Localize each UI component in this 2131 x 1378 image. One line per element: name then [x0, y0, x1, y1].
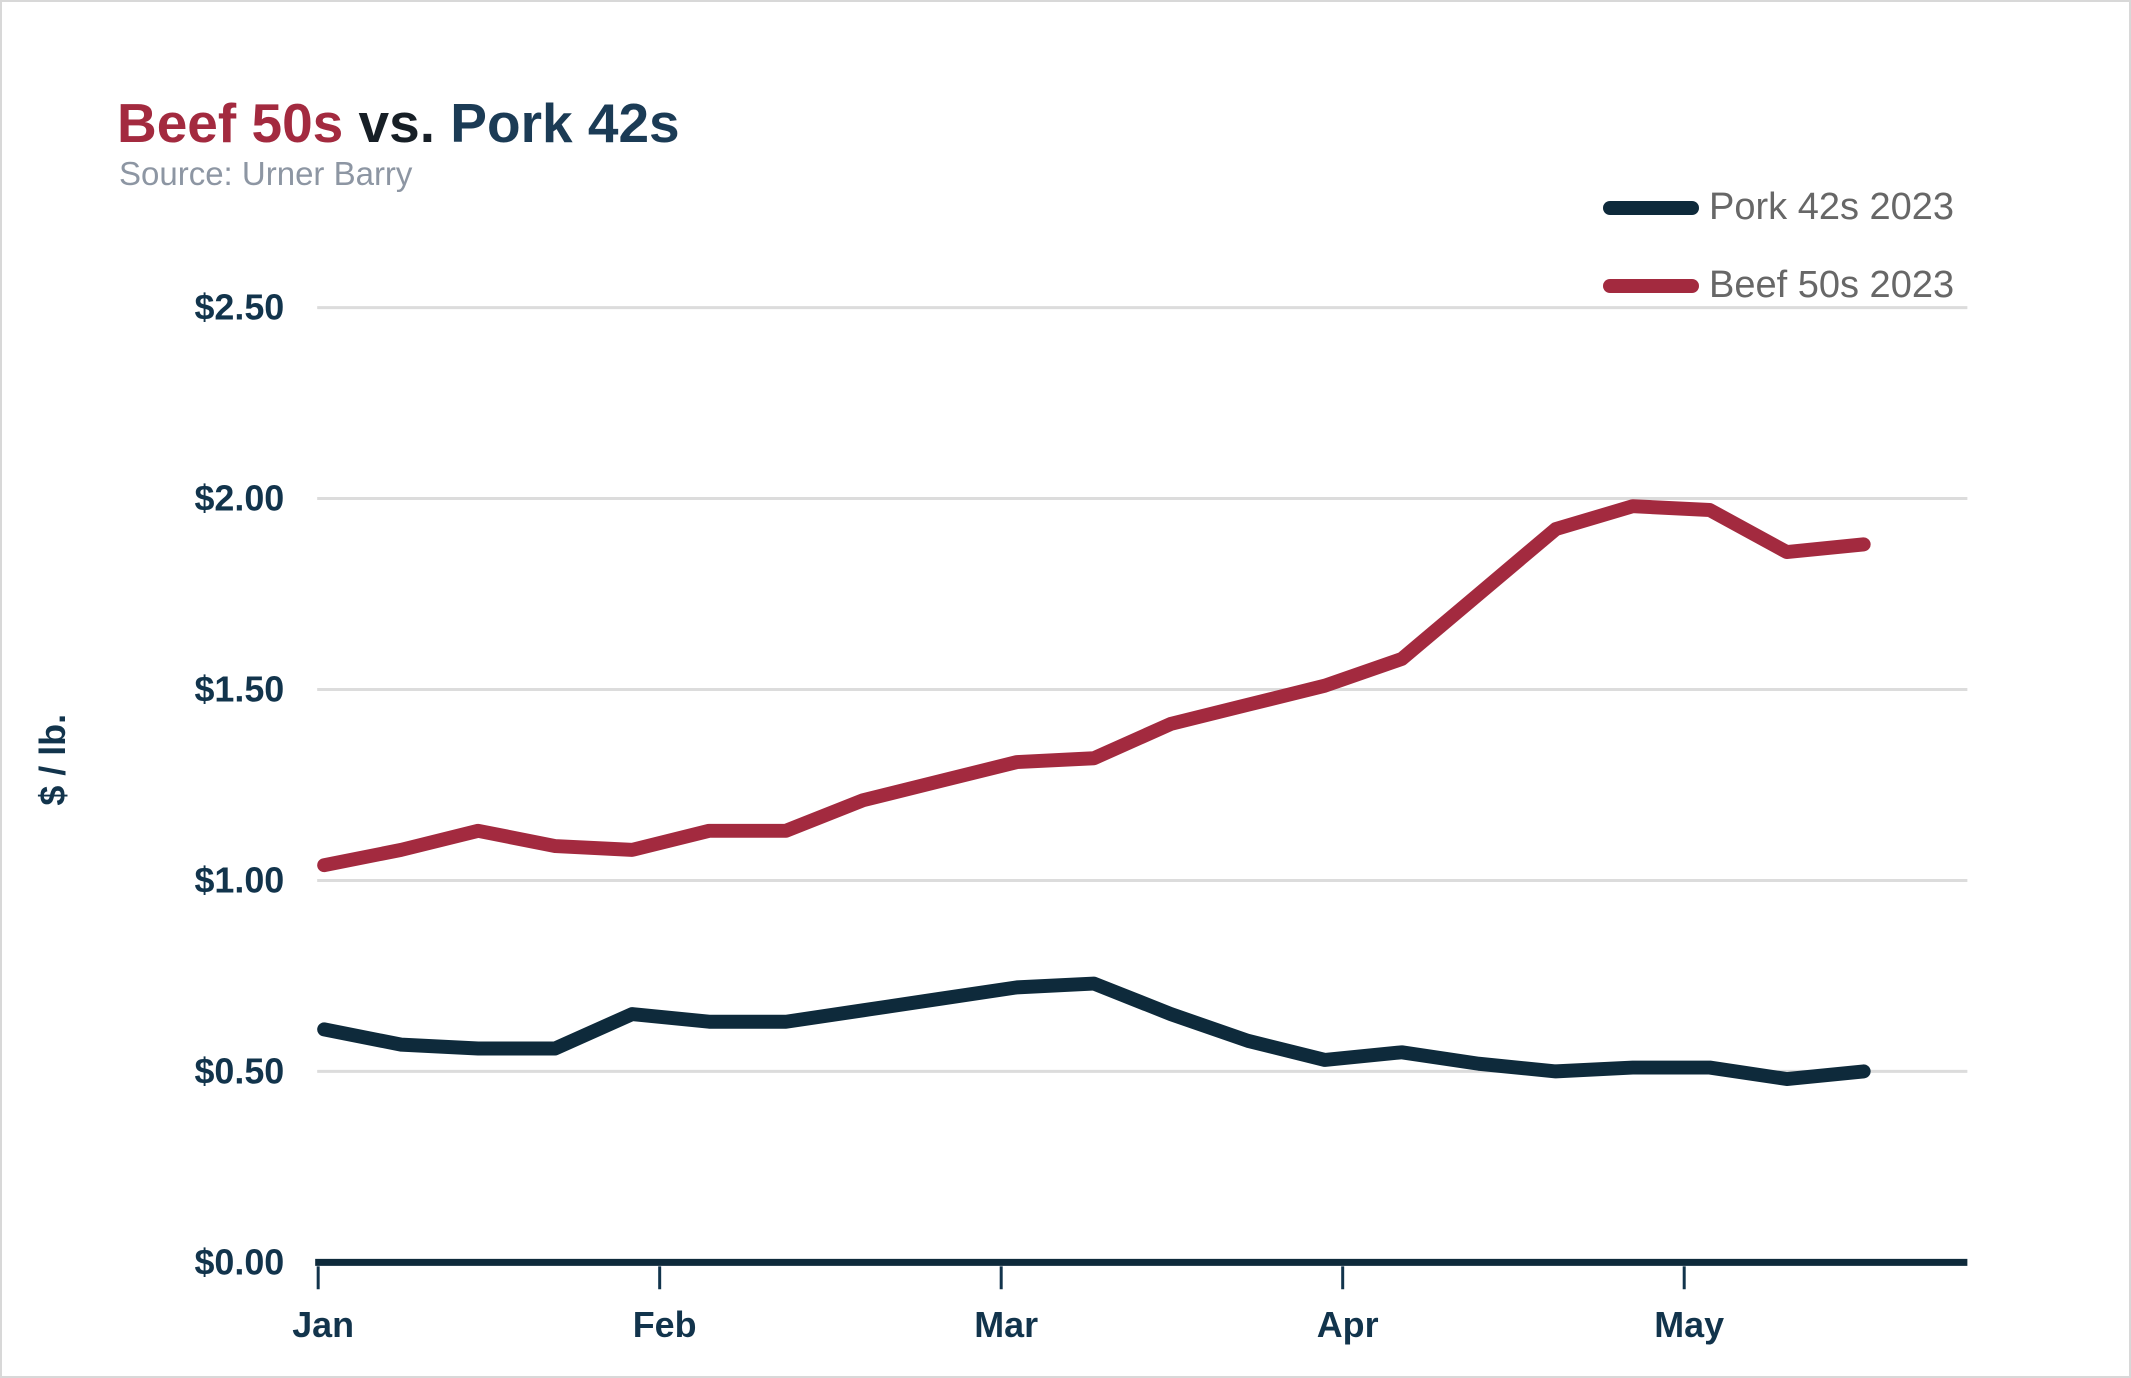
legend: Pork 42s 2023 Beef 50s 2023 [1603, 186, 1954, 307]
y-tick-label: $1.50 [194, 669, 284, 709]
y-tick-label: $0.50 [194, 1051, 284, 1091]
chart-source: Source: Urner Barry [119, 155, 413, 192]
chart-title-beef: Beef 50s [117, 92, 344, 154]
series-line-beef-50s-2023 [317, 499, 1871, 873]
beef-line-swatch [1603, 278, 1699, 293]
pork-line-swatch [1603, 200, 1699, 215]
y-tick-label: $0.00 [194, 1242, 284, 1282]
x-tick-label: Mar [974, 1305, 1038, 1345]
chart-title: Beef 50s vs. Pork 42s [117, 96, 680, 151]
legend-label-beef: Beef 50s 2023 [1709, 263, 1955, 306]
series-line-pork-42s-2023 [317, 976, 1871, 1087]
y-axis-title: $ / lb. [33, 714, 73, 806]
y-tick-label: $2.50 [194, 288, 284, 328]
y-tick-label: $2.00 [194, 479, 284, 519]
chart-title-pork: Pork 42s [450, 92, 680, 154]
legend-item-pork: Pork 42s 2023 [1603, 186, 1954, 230]
chart-title-vs: vs. [343, 92, 451, 154]
legend-label-pork: Pork 42s 2023 [1709, 186, 1955, 228]
x-tick-label: Apr [1317, 1305, 1379, 1345]
x-tick-label: May [1654, 1305, 1724, 1345]
x-tick-label: Jan [292, 1305, 354, 1345]
x-tick-label: Feb [633, 1305, 697, 1345]
y-tick-label: $1.00 [194, 860, 284, 900]
legend-item-beef: Beef 50s 2023 [1603, 264, 1954, 308]
